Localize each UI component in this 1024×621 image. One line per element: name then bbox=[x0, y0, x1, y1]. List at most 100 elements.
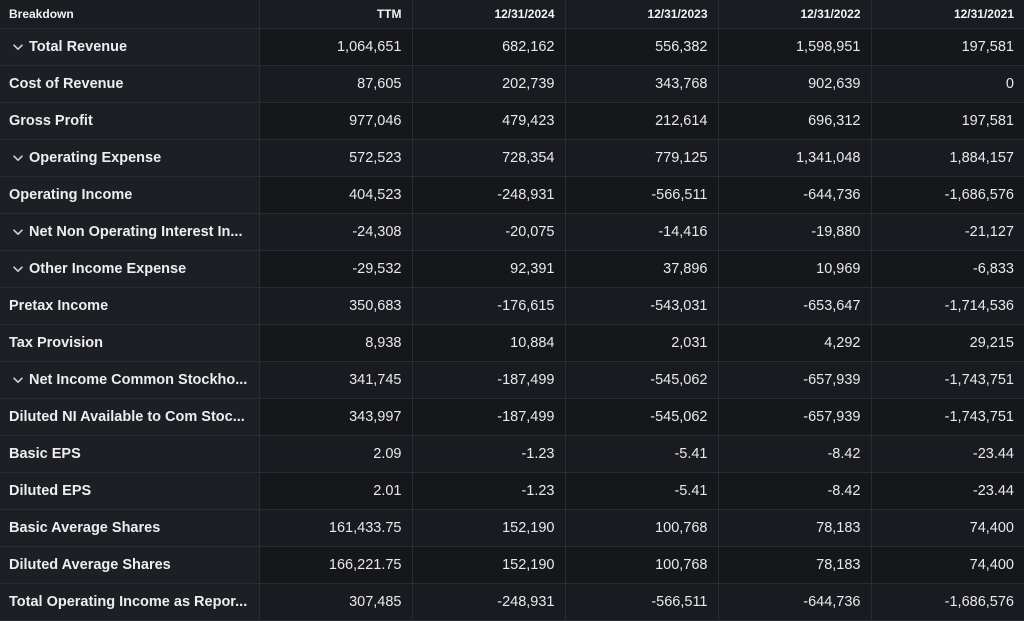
value-cell: 100,768 bbox=[565, 509, 719, 547]
value-cell: -657,939 bbox=[718, 361, 872, 399]
table-row[interactable]: Net Non Operating Interest In... -24,308 -… bbox=[0, 213, 1024, 251]
value-cell: 37,896 bbox=[565, 250, 719, 288]
value-cell: -644,736 bbox=[718, 176, 872, 214]
value-cell: 78,183 bbox=[718, 509, 872, 547]
value-cell: -543,031 bbox=[565, 287, 719, 325]
value-cell: -23.44 bbox=[871, 472, 1024, 510]
value-cell: 29,215 bbox=[871, 324, 1024, 362]
row-label: Basic Average Shares bbox=[9, 519, 161, 536]
header-row: Breakdown TTM 12/31/2024 12/31/2023 12/3… bbox=[0, 0, 1024, 29]
row-label: Diluted NI Available to Com Stoc... bbox=[9, 408, 245, 425]
value-cell: -545,062 bbox=[565, 398, 719, 436]
column-header-2024: 12/31/2024 bbox=[412, 0, 566, 29]
value-cell: -1,686,576 bbox=[871, 583, 1024, 621]
row-label-cell[interactable]: Operating Expense bbox=[0, 139, 260, 177]
row-label: Operating Income bbox=[9, 186, 133, 203]
table-row: Basic EPS 2.09 -1.23 -5.41 -8.42 -23.44 bbox=[0, 435, 1024, 473]
value-cell: -14,416 bbox=[565, 213, 719, 251]
value-cell: 152,190 bbox=[412, 546, 566, 584]
table-row[interactable]: Total Revenue 1,064,651 682,162 556,382 1,59… bbox=[0, 28, 1024, 66]
value-cell: -23.44 bbox=[871, 435, 1024, 473]
row-label: Diluted Average Shares bbox=[9, 556, 171, 573]
row-label: Diluted EPS bbox=[9, 482, 92, 499]
value-cell: -187,499 bbox=[412, 361, 566, 399]
table-row: Diluted EPS 2.01 -1.23 -5.41 -8.42 -23.44 bbox=[0, 472, 1024, 510]
row-label: Net Non Operating Interest In... bbox=[29, 223, 243, 240]
chevron-down-icon[interactable] bbox=[11, 153, 25, 165]
value-cell: 197,581 bbox=[871, 28, 1024, 66]
table-row: Diluted NI Available to Com Stoc... 343,9… bbox=[0, 398, 1024, 436]
table-row: Basic Average Shares 161,433.75 152,190 100… bbox=[0, 509, 1024, 547]
value-cell: 307,485 bbox=[259, 583, 413, 621]
value-cell: 212,614 bbox=[565, 102, 719, 140]
table-row: Cost of Revenue 87,605 202,739 343,768 902,6… bbox=[0, 65, 1024, 103]
table-header: Breakdown TTM 12/31/2024 12/31/2023 12/3… bbox=[0, 0, 1024, 29]
chevron-down-icon[interactable] bbox=[11, 264, 25, 276]
value-cell: 161,433.75 bbox=[259, 509, 413, 547]
value-cell: -6,833 bbox=[871, 250, 1024, 288]
row-label: Net Income Common Stockho... bbox=[29, 371, 248, 388]
value-cell: -187,499 bbox=[412, 398, 566, 436]
row-label-cell[interactable]: Other Income Expense bbox=[0, 250, 260, 288]
table-row[interactable]: Operating Expense 572,523 728,354 779,125 1,… bbox=[0, 139, 1024, 177]
value-cell: 343,997 bbox=[259, 398, 413, 436]
value-cell: -29,532 bbox=[259, 250, 413, 288]
value-cell: 197,581 bbox=[871, 102, 1024, 140]
row-label: Tax Provision bbox=[9, 334, 104, 351]
table-row: Diluted Average Shares 166,221.75 152,190 1… bbox=[0, 546, 1024, 584]
value-cell: -5.41 bbox=[565, 472, 719, 510]
chevron-down-icon[interactable] bbox=[11, 227, 25, 239]
row-label-cell[interactable]: Net Non Operating Interest In... bbox=[0, 213, 260, 251]
table-row: Gross Profit 977,046 479,423 212,614 696,312… bbox=[0, 102, 1024, 140]
value-cell: 100,768 bbox=[565, 546, 719, 584]
value-cell: -1,686,576 bbox=[871, 176, 1024, 214]
table-row: Tax Provision 8,938 10,884 2,031 4,292 29,215 bbox=[0, 324, 1024, 362]
table-row[interactable]: Other Income Expense -29,532 92,391 37,896 1… bbox=[0, 250, 1024, 288]
value-cell: 166,221.75 bbox=[259, 546, 413, 584]
value-cell: 1,064,651 bbox=[259, 28, 413, 66]
row-label-cell: Basic EPS bbox=[0, 435, 260, 473]
value-cell: 696,312 bbox=[718, 102, 872, 140]
row-label: Operating Expense bbox=[29, 149, 162, 166]
row-label: Total Operating Income as Repor... bbox=[9, 593, 248, 610]
value-cell: 343,768 bbox=[565, 65, 719, 103]
row-label: Gross Profit bbox=[9, 112, 93, 129]
value-cell: -248,931 bbox=[412, 583, 566, 621]
value-cell: 78,183 bbox=[718, 546, 872, 584]
value-cell: -24,308 bbox=[259, 213, 413, 251]
value-cell: 10,884 bbox=[412, 324, 566, 362]
row-label: Pretax Income bbox=[9, 297, 109, 314]
table-row: Operating Income 404,523 -248,931 -566,511-… bbox=[0, 176, 1024, 214]
value-cell: -248,931 bbox=[412, 176, 566, 214]
chevron-down-icon[interactable] bbox=[11, 375, 25, 387]
table-row: Total Operating Income as Repor... 307,48… bbox=[0, 583, 1024, 621]
value-cell: -19,880 bbox=[718, 213, 872, 251]
chevron-down-icon[interactable] bbox=[11, 42, 25, 54]
value-cell: -1,743,751 bbox=[871, 398, 1024, 436]
row-label-cell: Gross Profit bbox=[0, 102, 260, 140]
value-cell: -1.23 bbox=[412, 435, 566, 473]
value-cell: 902,639 bbox=[718, 65, 872, 103]
value-cell: 1,598,951 bbox=[718, 28, 872, 66]
table-row: Pretax Income 350,683 -176,615 -543,031 -653… bbox=[0, 287, 1024, 325]
column-header-breakdown: Breakdown bbox=[0, 0, 260, 29]
column-header-2021: 12/31/2021 bbox=[871, 0, 1024, 29]
row-label-cell: Diluted NI Available to Com Stoc... bbox=[0, 398, 260, 436]
table-body: Total Revenue 1,064,651 682,162 556,382 1,59… bbox=[0, 28, 1024, 621]
row-label-cell: Pretax Income bbox=[0, 287, 260, 325]
row-label-cell: Total Operating Income as Repor... bbox=[0, 583, 260, 621]
value-cell: 977,046 bbox=[259, 102, 413, 140]
value-cell: 74,400 bbox=[871, 509, 1024, 547]
value-cell: 1,884,157 bbox=[871, 139, 1024, 177]
row-label-cell: Operating Income bbox=[0, 176, 260, 214]
table-row[interactable]: Net Income Common Stockho... 341,745 -187,… bbox=[0, 361, 1024, 399]
row-label-cell[interactable]: Total Revenue bbox=[0, 28, 260, 66]
row-label-cell[interactable]: Net Income Common Stockho... bbox=[0, 361, 260, 399]
value-cell: 728,354 bbox=[412, 139, 566, 177]
value-cell: -566,511 bbox=[565, 176, 719, 214]
value-cell: 74,400 bbox=[871, 546, 1024, 584]
value-cell: 152,190 bbox=[412, 509, 566, 547]
value-cell: -644,736 bbox=[718, 583, 872, 621]
value-cell: -566,511 bbox=[565, 583, 719, 621]
